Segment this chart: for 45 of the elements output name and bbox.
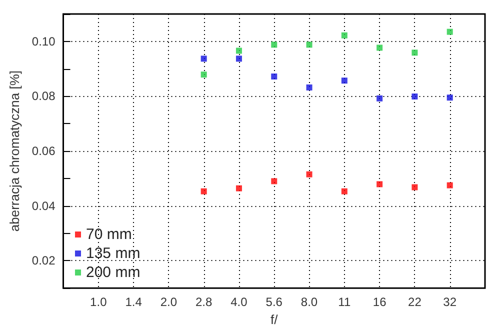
point bbox=[446, 28, 453, 35]
y-tick-label: 0.04 bbox=[32, 198, 56, 213]
point bbox=[271, 178, 278, 184]
y-tick-label: 0.10 bbox=[32, 34, 56, 48]
x-tick-label: 32 bbox=[443, 295, 457, 310]
x-tick-label: 5.6 bbox=[266, 295, 283, 310]
point bbox=[412, 184, 418, 190]
y-axis-title: aberracja chromatyczna [%] bbox=[7, 70, 22, 232]
point bbox=[306, 42, 312, 48]
x-tick-label: 2.0 bbox=[160, 295, 178, 310]
point bbox=[376, 44, 383, 51]
x-tick-label: 16 bbox=[372, 295, 387, 310]
point bbox=[200, 72, 207, 78]
point bbox=[200, 188, 207, 194]
y-tick-label: 0.02 bbox=[32, 254, 56, 268]
point bbox=[306, 84, 312, 90]
legend-label: 200 mm bbox=[86, 264, 140, 281]
point bbox=[341, 188, 348, 194]
x-tick-label: 8.0 bbox=[300, 295, 318, 310]
legend-label: 135 mm bbox=[86, 245, 140, 262]
point bbox=[236, 56, 242, 62]
y-tick-label: 0.08 bbox=[32, 89, 56, 104]
point bbox=[412, 50, 418, 56]
x-tick-label: 22 bbox=[408, 295, 422, 310]
x-tick-label: 11 bbox=[338, 295, 351, 310]
x-axis-title: f/ bbox=[270, 312, 278, 327]
x-tick-label: 4.0 bbox=[230, 295, 248, 310]
legend-label: 70 mm bbox=[86, 226, 132, 243]
point bbox=[306, 171, 312, 178]
point bbox=[376, 95, 383, 102]
y-tick-label: 0.06 bbox=[32, 144, 56, 158]
point bbox=[236, 48, 242, 54]
point bbox=[446, 182, 453, 188]
x-tick-label: 2.8 bbox=[195, 295, 212, 310]
point bbox=[376, 181, 383, 188]
point bbox=[236, 185, 242, 192]
x-tick-label: 1.0 bbox=[90, 295, 108, 310]
point bbox=[446, 94, 453, 101]
x-tick-label: 1.4 bbox=[125, 295, 142, 310]
point bbox=[341, 32, 348, 38]
point bbox=[271, 42, 278, 48]
point bbox=[412, 94, 418, 100]
point bbox=[200, 56, 207, 62]
point bbox=[271, 73, 278, 80]
point bbox=[341, 78, 348, 84]
